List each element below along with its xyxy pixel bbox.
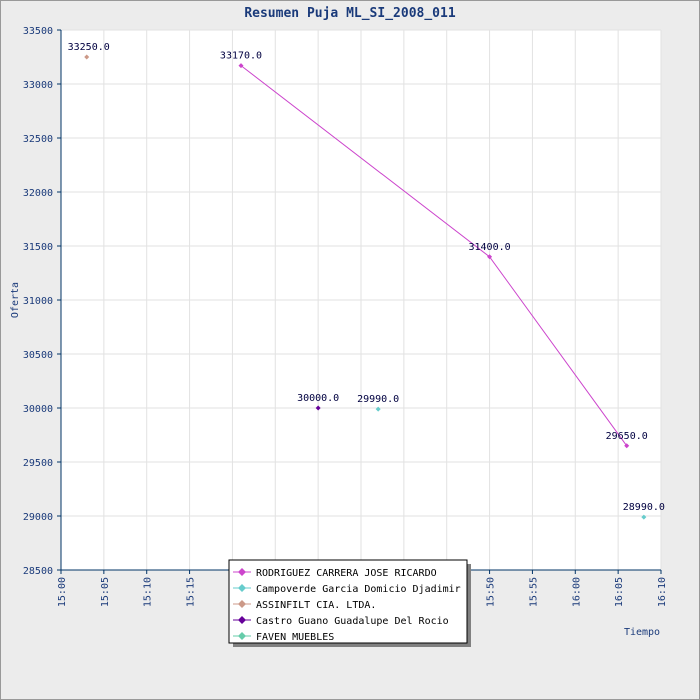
- legend-box: [228, 559, 468, 644]
- y-tick-label: 30000: [23, 404, 53, 415]
- series-layer: 33170.0 31400.0 29650.0 29990.0 28990.0 33250…: [68, 42, 665, 520]
- x-tick-label: 16:00: [571, 577, 582, 607]
- data-point: [641, 514, 647, 520]
- x-tick-label: 16:10: [657, 577, 668, 607]
- x-axis-label: Tiempo: [624, 627, 660, 638]
- y-tick-label: 33500: [23, 26, 53, 37]
- y-tick-label: 32500: [23, 134, 53, 145]
- x-tick-label: 16:05: [614, 577, 625, 607]
- legend-items: RODRIGUEZ CARRERA JOSE RICARDO Campoverde…: [233, 568, 461, 643]
- data-label: 30000.0: [297, 393, 339, 404]
- x-tick-label: 15:10: [143, 577, 154, 607]
- legend-marker: [238, 616, 246, 624]
- legend-marker: [238, 584, 246, 592]
- legend-marker: [238, 632, 246, 640]
- x-tick-label: 15:55: [528, 577, 539, 607]
- y-tick-label: 32000: [23, 188, 53, 199]
- x-tick-label: 15:50: [486, 577, 497, 607]
- data-point: [487, 254, 493, 260]
- y-tick-label: 28500: [23, 566, 53, 577]
- y-tick-label: 29500: [23, 458, 53, 469]
- legend-marker: [238, 568, 246, 576]
- data-label: 28990.0: [623, 502, 665, 513]
- legend-entry: RODRIGUEZ CARRERA JOSE RICARDO: [256, 568, 437, 579]
- y-axis-label: Oferta: [10, 282, 21, 318]
- y-tick-label: 29000: [23, 512, 53, 523]
- data-point: [238, 63, 244, 69]
- data-label: 33250.0: [68, 42, 110, 53]
- y-tick-label: 30500: [23, 350, 53, 361]
- legend-entry: ASSINFILT CIA. LTDA.: [256, 600, 376, 611]
- y-tick-label: 33000: [23, 80, 53, 91]
- legend-entry: Castro Guano Guadalupe Del Rocio: [256, 616, 449, 627]
- legend-marker: [238, 600, 246, 608]
- data-point: [624, 443, 630, 449]
- data-label: 29650.0: [606, 431, 648, 442]
- data-label: 29990.0: [357, 394, 399, 405]
- data-point: [315, 405, 321, 411]
- chart-title: Resumen Puja ML_SI_2008_011: [244, 6, 455, 21]
- y-tick-label: 31000: [23, 296, 53, 307]
- x-tick-label: 15:05: [100, 577, 111, 607]
- data-label: 31400.0: [468, 242, 510, 253]
- data-point: [84, 54, 90, 60]
- data-label: 33170.0: [220, 51, 262, 62]
- legend-entry: Campoverde Garcia Domicio Djadimir: [256, 584, 461, 595]
- data-point: [375, 406, 381, 412]
- legend: RODRIGUEZ CARRERA JOSE RICARDO Campoverde…: [228, 559, 471, 647]
- legend-entry: FAVEN MUEBLES: [256, 632, 334, 643]
- x-tick-label: 15:00: [57, 577, 68, 607]
- y-tick-label: 31500: [23, 242, 53, 253]
- y-axis-ticks: 28500 29000 29500 30000 30500 31000 31500 32000…: [23, 26, 61, 577]
- x-tick-label: 15:15: [186, 577, 197, 607]
- grid-lines: [61, 29, 662, 570]
